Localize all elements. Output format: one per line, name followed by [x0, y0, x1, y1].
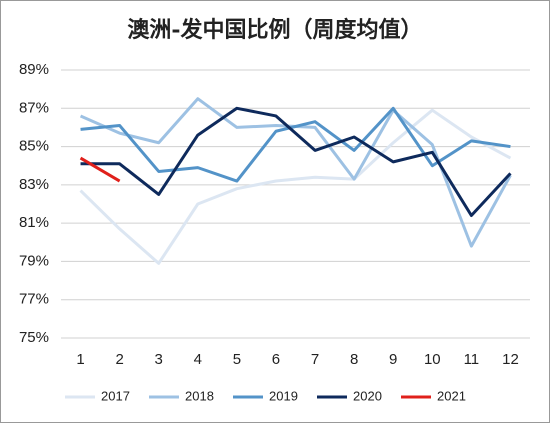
y-tick-label: 79% — [19, 252, 49, 269]
x-tick-label: 10 — [424, 351, 441, 368]
y-tick-label: 89% — [19, 61, 49, 78]
x-tick-label: 2 — [115, 351, 123, 368]
legend-label: 2021 — [437, 388, 466, 403]
x-tick-label: 7 — [311, 351, 319, 368]
y-tick-label: 75% — [19, 329, 49, 346]
legend-label: 2020 — [353, 388, 382, 403]
y-tick-label: 83% — [19, 176, 49, 193]
legend-label: 2018 — [185, 388, 214, 403]
y-tick-label: 87% — [19, 99, 49, 116]
x-tick-label: 11 — [464, 351, 480, 368]
series-line — [79, 156, 121, 183]
x-tick-label: 5 — [233, 351, 241, 368]
x-tick-label: 12 — [502, 351, 519, 368]
x-tick-label: 4 — [194, 351, 202, 368]
x-tick-label: 8 — [350, 351, 358, 368]
y-tick-label: 77% — [19, 291, 49, 308]
legend-label: 2017 — [101, 388, 130, 403]
series-line — [79, 108, 512, 265]
y-tick-label: 81% — [19, 214, 49, 231]
x-tick-label: 1 — [76, 351, 84, 368]
legend-label: 2019 — [269, 388, 298, 403]
chart-title: 澳洲-发中国比例（周度均值） — [127, 17, 422, 43]
series-line — [80, 106, 512, 217]
x-tick-label: 9 — [389, 351, 397, 368]
y-tick-label: 85% — [19, 138, 49, 155]
x-tick-label: 6 — [272, 351, 280, 368]
x-tick-label: 3 — [155, 351, 163, 368]
